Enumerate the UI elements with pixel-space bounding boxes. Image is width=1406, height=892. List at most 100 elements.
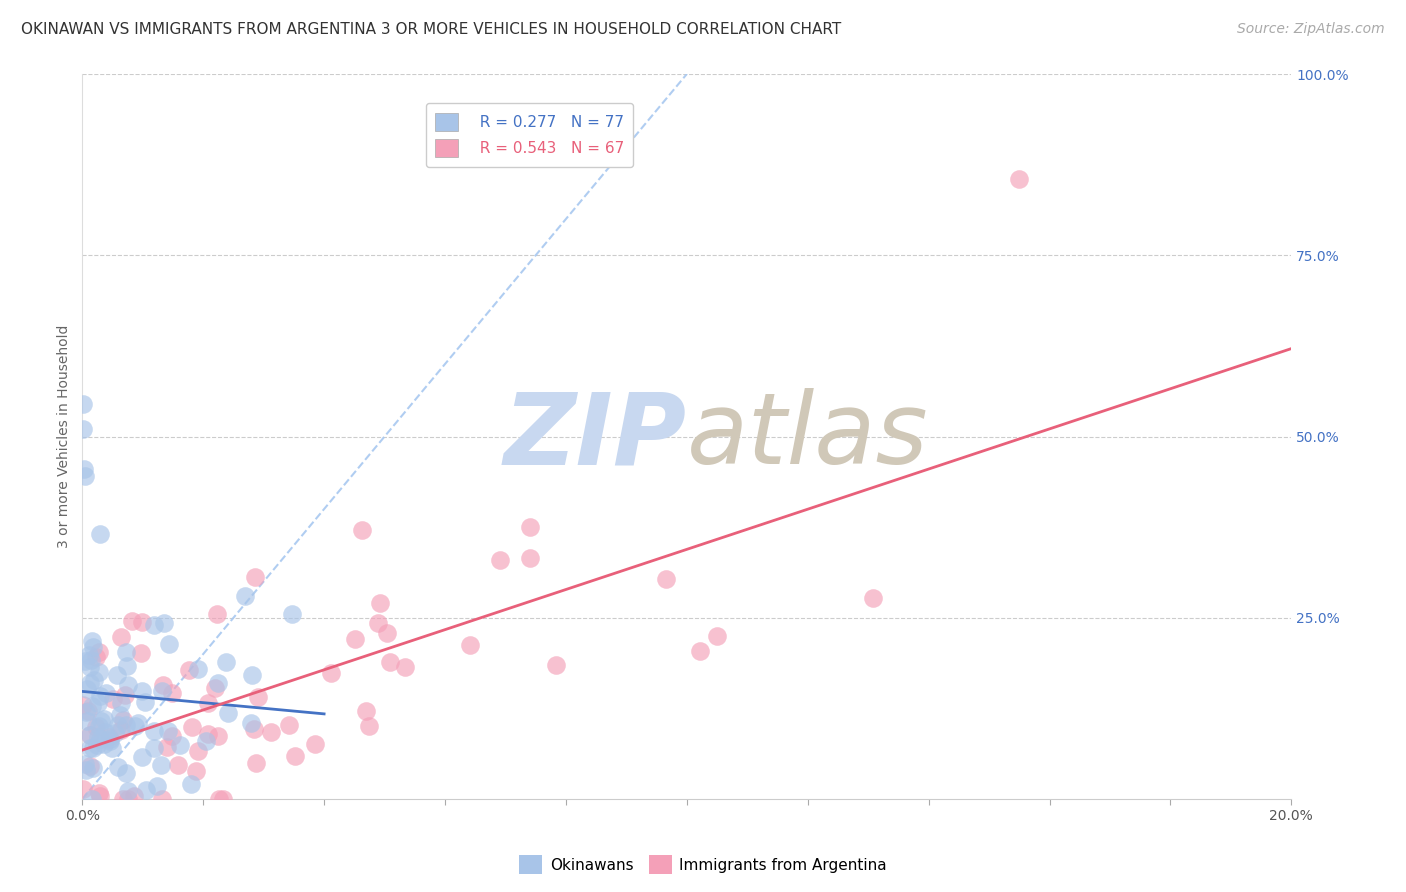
Point [121, 614, 143, 628]
Point [87, 786, 110, 800]
Point [143, 618, 166, 632]
Point [217, 706, 239, 721]
Point [127, 716, 149, 731]
Point [245, 756, 267, 770]
Point [344, 632, 367, 647]
Point [115, 765, 138, 780]
Point [86, 738, 108, 752]
Point [152, 678, 174, 692]
Point [357, 719, 380, 733]
Point [131, 749, 153, 764]
Point [83, 673, 105, 687]
Point [242, 722, 264, 736]
Point [156, 724, 179, 739]
Point [157, 637, 180, 651]
Point [367, 615, 389, 630]
Point [129, 646, 152, 660]
Point [82, 761, 104, 775]
Point [72, 397, 94, 411]
Point [72, 422, 94, 436]
Point [160, 685, 183, 699]
Point [207, 729, 229, 743]
Point [76, 704, 98, 718]
Point [94, 686, 117, 700]
Point [519, 519, 541, 533]
Text: OKINAWAN VS IMMIGRANTS FROM ARGENTINA 3 OR MORE VEHICLES IN HOUSEHOLD CORRELATIO: OKINAWAN VS IMMIGRANTS FROM ARGENTINA 3 … [21, 22, 841, 37]
Point [319, 666, 342, 681]
Point [75, 654, 97, 668]
Point [134, 695, 156, 709]
Point [212, 792, 235, 806]
Point [82, 741, 104, 756]
Point [103, 691, 125, 706]
Point [105, 667, 128, 681]
Point [115, 659, 138, 673]
Point [655, 573, 678, 587]
Point [131, 684, 153, 698]
Point [284, 748, 307, 763]
Point [98, 731, 121, 746]
Point [75, 706, 97, 720]
Point [108, 708, 131, 723]
Point [87, 697, 110, 711]
Point [87, 718, 110, 732]
Point [73, 469, 96, 483]
Point [215, 655, 238, 669]
Point [80, 634, 103, 648]
Point [79, 675, 101, 690]
Point [110, 696, 132, 710]
Point [79, 759, 101, 773]
Point [394, 659, 416, 673]
Legend: Okinawans, Immigrants from Argentina: Okinawans, Immigrants from Argentina [513, 849, 893, 880]
Point [245, 570, 267, 584]
Text: Source: ZipAtlas.com: Source: ZipAtlas.com [1237, 22, 1385, 37]
Point [160, 730, 183, 744]
Point [356, 704, 378, 718]
Point [76, 681, 98, 696]
Point [94, 724, 117, 739]
Point [131, 615, 153, 629]
Point [89, 789, 111, 804]
Point [89, 690, 111, 704]
Point [115, 645, 138, 659]
Point [111, 713, 134, 727]
Point [204, 681, 226, 695]
Point [117, 792, 139, 806]
Point [278, 718, 301, 732]
Legend:   R = 0.277   N = 77,   R = 0.543   N = 67: R = 0.277 N = 77, R = 0.543 N = 67 [426, 103, 634, 167]
Point [142, 741, 165, 756]
Point [122, 789, 145, 803]
Point [75, 763, 97, 777]
Point [458, 638, 481, 652]
Point [79, 728, 101, 742]
Point [208, 792, 231, 806]
Point [107, 718, 129, 732]
Point [73, 756, 96, 771]
Point [86, 730, 108, 744]
Point [145, 779, 167, 793]
Point [98, 733, 121, 747]
Point [84, 720, 107, 734]
Point [77, 648, 100, 662]
Point [167, 757, 190, 772]
Point [142, 724, 165, 739]
Point [149, 758, 172, 772]
Point [519, 550, 541, 565]
Point [97, 731, 120, 745]
Point [150, 684, 173, 698]
Point [89, 527, 111, 541]
Point [117, 784, 139, 798]
Point [233, 589, 256, 603]
Point [93, 737, 115, 751]
Point [110, 723, 132, 737]
Point [79, 740, 101, 755]
Point [207, 676, 229, 690]
Point [169, 738, 191, 752]
Point [862, 591, 884, 605]
Point [194, 734, 217, 748]
Point [72, 782, 94, 797]
Y-axis label: 3 or more Vehicles in Household: 3 or more Vehicles in Household [58, 325, 72, 549]
Point [197, 696, 219, 710]
Point [87, 665, 110, 679]
Point [80, 698, 103, 713]
